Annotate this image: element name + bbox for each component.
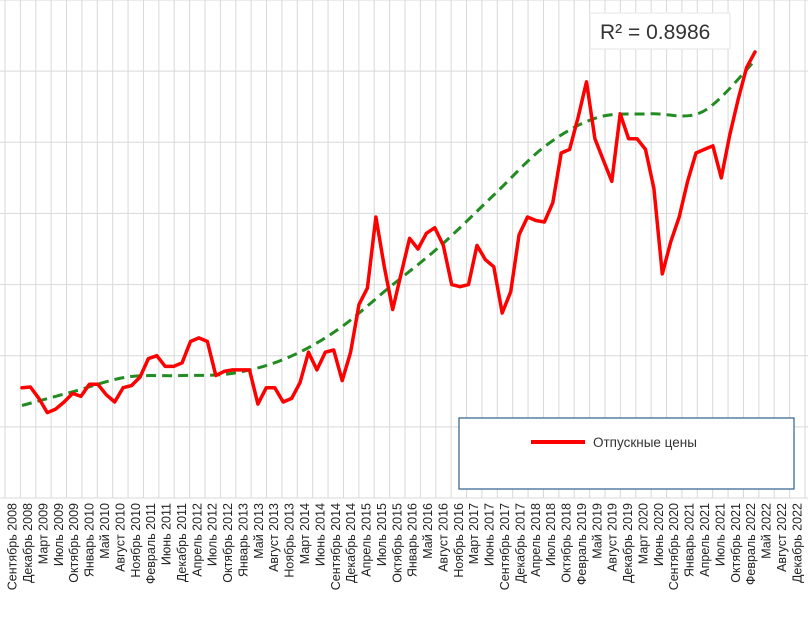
- x-tick-label: Март 2020: [636, 503, 650, 564]
- vertical-gridlines: [4, 0, 806, 498]
- x-tick-label: Январь 2013: [236, 503, 250, 577]
- x-tick-label: Август 2016: [436, 503, 450, 572]
- x-tick-label: Июль 2015: [375, 503, 389, 566]
- x-tick-label: Ноябрь 2013: [283, 503, 297, 578]
- x-tick-label: Декабрь 2008: [21, 503, 35, 583]
- r2-annotation: R² = 0.8986: [600, 21, 710, 44]
- x-tick-label: Октябрь 2015: [390, 503, 404, 583]
- x-tick-label: Май 2016: [421, 503, 435, 559]
- x-tick-label: Сентябрь 2017: [498, 503, 512, 590]
- x-tick-label: Январь 2016: [406, 503, 420, 577]
- x-tick-label: Август 2022: [775, 503, 789, 572]
- x-tick-label: Март 2017: [467, 503, 481, 564]
- x-tick-label: Август 2019: [606, 503, 620, 572]
- x-tick-label: Февраль 2022: [744, 503, 758, 585]
- legend: Отпускные цены: [458, 417, 795, 490]
- x-tick-label: Август 2010: [113, 503, 127, 572]
- x-tick-label: Июль 2021: [713, 503, 727, 566]
- x-tick-label: Январь 2021: [683, 503, 697, 577]
- x-tick-label: Декабрь 2011: [175, 503, 189, 582]
- trendline: [21, 59, 757, 407]
- x-tick-label: Ноябрь 2016: [452, 503, 466, 578]
- x-tick-label: Апрель 2021: [698, 503, 712, 577]
- x-tick-label: Декабрь 2014: [344, 503, 358, 583]
- horizontal-gridlines: [0, 0, 808, 499]
- x-tick-label: Июль 2018: [544, 503, 558, 566]
- x-tick-label: Май 2019: [590, 503, 604, 559]
- x-tick-label: Май 2013: [252, 503, 266, 559]
- legend-box: [458, 417, 795, 490]
- x-tick-label: Февраль 2011: [144, 503, 158, 584]
- x-tick-label: Январь 2010: [83, 503, 97, 577]
- x-tick-label: Октябрь 2018: [560, 503, 574, 583]
- x-tick-label: Июнь 2014: [313, 503, 327, 566]
- x-tick-label: Март 2009: [36, 503, 50, 564]
- x-tick-label: Февраль 2019: [575, 503, 589, 585]
- x-axis-tick-labels: Сентябрь 2008 Декабрь 2008 Март 2009 Июль 2…: [6, 503, 805, 590]
- x-tick-label: Апрель 2018: [529, 503, 543, 577]
- x-tick-label: Май 2022: [760, 503, 774, 559]
- x-tick-label: Сентябрь 2020: [667, 503, 681, 590]
- x-tick-label: Октябрь 2021: [729, 503, 743, 583]
- x-tick-label: Май 2010: [98, 503, 112, 559]
- x-tick-label: Август 2013: [267, 503, 281, 572]
- x-tick-label: Апрель 2012: [190, 503, 204, 577]
- x-tick-label: Октябрь 2009: [67, 503, 81, 583]
- x-tick-label: Декабрь 2019: [621, 503, 635, 583]
- x-tick-label: Сентябрь 2014: [329, 503, 343, 590]
- x-tick-label: Июнь 2020: [652, 503, 666, 566]
- r2-annotation-box: [589, 12, 731, 50]
- series-line-otpusknye-tseny: [20, 50, 757, 415]
- x-tick-label: Июнь 2011: [160, 503, 174, 565]
- x-tick-label: Ноябрь 2010: [129, 503, 143, 578]
- legend-label: Отпускные цены: [593, 435, 697, 450]
- x-tick-label: Декабрь 2022: [790, 503, 804, 583]
- x-tick-label: Июль 2012: [206, 503, 220, 566]
- x-tick-label: Апрель 2015: [360, 503, 374, 577]
- x-tick-label: Декабрь 2017: [513, 503, 527, 583]
- x-tick-label: Июнь 2017: [483, 503, 497, 566]
- x-tick-label: Март 2014: [298, 503, 312, 564]
- x-tick-label: Сентябрь 2008: [6, 503, 20, 590]
- x-tick-label: Октябрь 2012: [221, 503, 235, 583]
- x-tick-label: Июль 2009: [52, 503, 66, 566]
